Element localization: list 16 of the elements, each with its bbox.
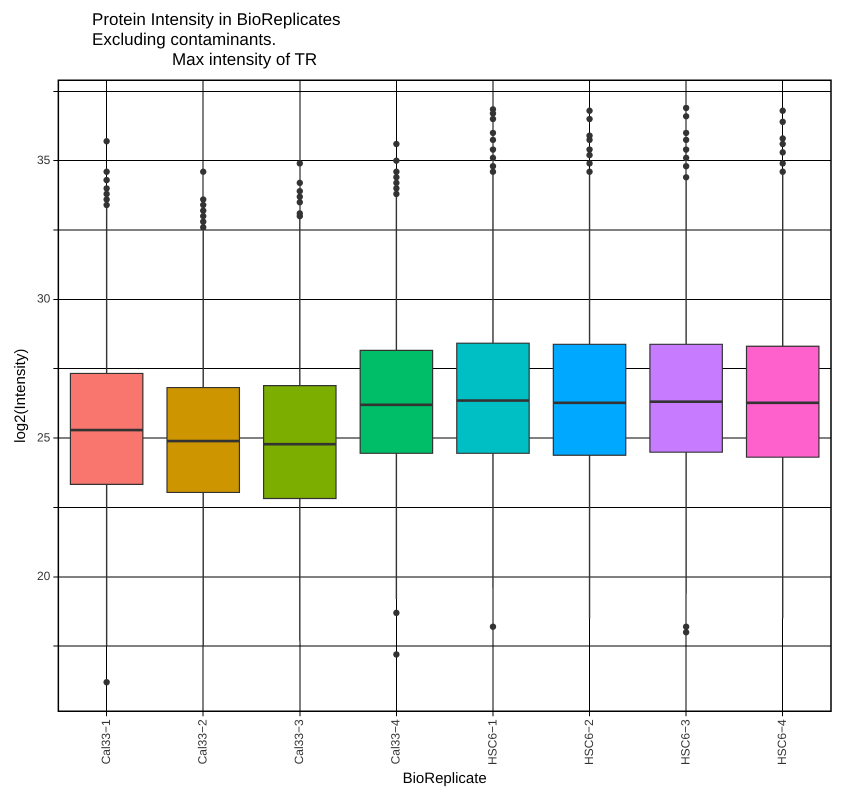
y-axis-title: log2(Intensity)	[12, 348, 30, 443]
chart-subtitle: Excluding contaminants. Max intensity of TR	[92, 30, 318, 70]
y-tick-label: 25	[36, 430, 51, 444]
x-tick-label: HSC6−1	[485, 718, 500, 766]
chart-title: Protein Intensity in BioReplicates	[92, 10, 342, 30]
x-tick-label: HSC6−4	[775, 718, 790, 766]
x-axis-title: BioReplicate	[402, 770, 487, 788]
y-tick-label: 30	[36, 292, 51, 306]
x-tick-label: Cal33−3	[292, 718, 306, 764]
y-tick-label: 20	[36, 569, 51, 584]
x-tick-label: HSC6−2	[582, 718, 596, 766]
x-tick-label: Cal33−1	[98, 718, 113, 764]
y-tick-label: 35	[36, 152, 51, 167]
x-tick-label: Cal33−4	[388, 718, 403, 764]
x-tick-label: Cal33−2	[196, 718, 210, 764]
x-tick-label: HSC6−3	[678, 718, 692, 766]
